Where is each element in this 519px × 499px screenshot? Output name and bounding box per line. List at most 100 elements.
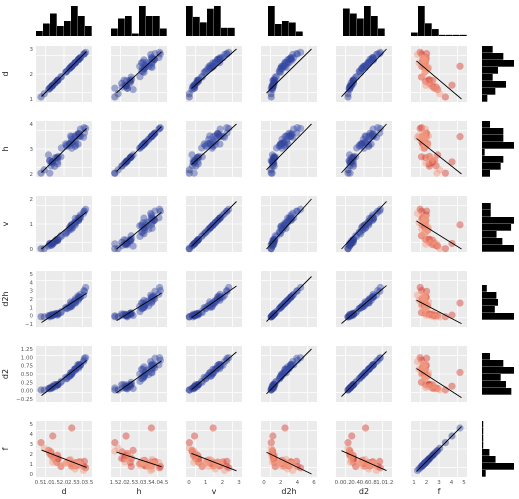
data-point bbox=[62, 304, 71, 313]
data-point bbox=[82, 283, 90, 292]
data-point bbox=[65, 372, 74, 380]
data-point bbox=[376, 207, 384, 215]
data-point bbox=[48, 241, 56, 249]
data-point bbox=[344, 169, 352, 177]
data-point bbox=[413, 133, 422, 141]
data-point bbox=[147, 368, 155, 377]
data-point bbox=[188, 83, 197, 91]
data-point bbox=[421, 292, 429, 300]
data-point bbox=[456, 62, 464, 70]
data-point bbox=[204, 65, 212, 73]
histogram-bar bbox=[482, 231, 497, 238]
data-point bbox=[62, 459, 70, 467]
data-point bbox=[417, 309, 426, 317]
data-point bbox=[268, 446, 277, 454]
data-point bbox=[123, 450, 132, 458]
data-point bbox=[365, 141, 373, 149]
data-point bbox=[425, 238, 434, 246]
data-point bbox=[287, 216, 295, 224]
data-point bbox=[204, 139, 212, 148]
data-point bbox=[432, 83, 440, 91]
data-point bbox=[155, 361, 163, 369]
data-point bbox=[421, 221, 429, 229]
data-point bbox=[349, 458, 358, 466]
histogram-bar bbox=[460, 34, 467, 36]
data-point bbox=[206, 369, 214, 377]
data-point bbox=[365, 132, 373, 141]
data-point bbox=[268, 448, 277, 456]
data-point bbox=[148, 63, 156, 72]
data-point bbox=[428, 76, 436, 85]
data-point bbox=[114, 444, 122, 452]
data-point bbox=[416, 205, 424, 213]
panel-h-vs-v bbox=[185, 121, 242, 177]
data-point bbox=[37, 245, 45, 253]
data-point bbox=[293, 356, 301, 364]
data-point bbox=[368, 130, 377, 138]
data-point bbox=[349, 311, 357, 319]
data-point bbox=[282, 132, 290, 140]
data-point bbox=[429, 76, 437, 84]
data-point bbox=[370, 132, 378, 140]
y-axis-label-d2h: d2h bbox=[1, 291, 10, 306]
histogram-bar bbox=[482, 388, 512, 395]
data-point bbox=[118, 241, 126, 250]
data-point bbox=[216, 125, 224, 133]
data-point bbox=[126, 381, 134, 389]
data-point bbox=[275, 67, 283, 75]
histogram-bar bbox=[482, 381, 506, 388]
data-point bbox=[46, 241, 54, 249]
data-point bbox=[118, 310, 126, 318]
data-point bbox=[418, 207, 426, 215]
panel-d2h-vs-f bbox=[411, 271, 467, 327]
data-point bbox=[209, 138, 217, 146]
data-point bbox=[188, 384, 197, 392]
data-point bbox=[372, 50, 381, 59]
data-point bbox=[148, 465, 156, 473]
data-point bbox=[280, 138, 288, 146]
x-tick-label: 0.4 bbox=[351, 480, 360, 486]
data-point bbox=[71, 132, 79, 141]
data-point bbox=[427, 82, 435, 90]
data-point bbox=[359, 302, 367, 310]
regression-line bbox=[116, 292, 162, 321]
data-point bbox=[118, 381, 126, 389]
data-point bbox=[270, 384, 278, 392]
data-point bbox=[285, 214, 293, 222]
data-point bbox=[111, 84, 119, 92]
histogram-bar bbox=[482, 203, 491, 210]
data-point bbox=[217, 54, 225, 62]
data-point bbox=[421, 215, 429, 223]
histogram-bar bbox=[111, 28, 118, 36]
data-point bbox=[424, 65, 432, 73]
data-point bbox=[54, 310, 62, 318]
data-point bbox=[75, 216, 83, 224]
data-point bbox=[270, 455, 278, 463]
data-point bbox=[127, 235, 136, 243]
histogram-bar bbox=[482, 285, 487, 292]
data-point bbox=[209, 59, 217, 67]
data-point bbox=[66, 222, 74, 230]
x-tick-label: 1 bbox=[412, 480, 416, 486]
data-point bbox=[140, 296, 148, 304]
data-point bbox=[287, 53, 295, 62]
data-point bbox=[361, 455, 369, 464]
y-tick-label: −0.25 bbox=[16, 397, 33, 403]
data-point bbox=[270, 154, 278, 162]
data-point bbox=[120, 310, 128, 318]
data-point bbox=[216, 55, 224, 63]
data-point bbox=[57, 377, 65, 385]
histogram-bar bbox=[482, 353, 490, 360]
x-axis-label-d2h: d2h bbox=[281, 487, 296, 496]
data-point bbox=[421, 219, 430, 227]
data-point bbox=[365, 59, 373, 67]
data-point bbox=[364, 218, 373, 227]
data-point bbox=[420, 295, 428, 303]
data-point bbox=[136, 232, 144, 241]
data-point bbox=[420, 364, 428, 372]
data-point bbox=[347, 157, 355, 165]
data-point bbox=[356, 458, 364, 466]
data-point bbox=[417, 378, 426, 386]
data-point bbox=[427, 157, 435, 165]
data-point bbox=[418, 356, 426, 364]
